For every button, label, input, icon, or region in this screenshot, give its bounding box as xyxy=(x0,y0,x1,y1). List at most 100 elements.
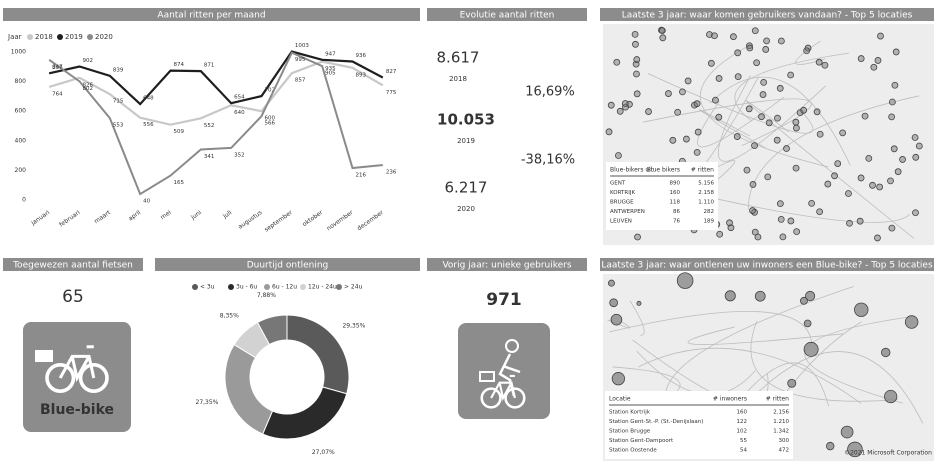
map-dot xyxy=(816,59,822,65)
data-label: 902 xyxy=(83,58,94,64)
map-dot xyxy=(893,49,899,55)
data-label: 764 xyxy=(52,91,63,97)
map-dot xyxy=(892,82,898,88)
y-tick-label: 200 xyxy=(15,167,27,174)
map-dot xyxy=(794,229,800,235)
data-label: 556 xyxy=(143,122,154,128)
logo-text: Blue-bike xyxy=(40,402,114,418)
map-dot xyxy=(659,28,665,34)
map-dot xyxy=(716,75,722,81)
table-cell: 102 xyxy=(737,429,748,435)
map-dot xyxy=(634,57,640,63)
map-dot xyxy=(694,149,700,155)
map-dot xyxy=(695,129,701,135)
legend-label: > 24u xyxy=(344,284,363,291)
legend-title: Jaar xyxy=(7,33,22,41)
legend-label: 2019 xyxy=(65,33,83,41)
legend-marker xyxy=(228,284,234,290)
map-dot xyxy=(750,181,756,187)
kpi-value: 65 xyxy=(62,287,84,307)
map-dot xyxy=(635,234,641,240)
map-dot xyxy=(817,209,823,215)
legend-label: 12u - 24u xyxy=(308,284,337,291)
data-label: 27,07% xyxy=(312,449,335,456)
map-dot xyxy=(862,113,868,119)
map-dot xyxy=(685,78,691,84)
map-dot xyxy=(793,125,799,131)
table-cell: Station Brugge xyxy=(609,429,651,435)
map-dot xyxy=(683,136,689,142)
map-dot xyxy=(817,131,823,137)
map-dot xyxy=(708,60,714,66)
table-cell: 1.342 xyxy=(773,429,789,435)
map-dot xyxy=(670,137,676,143)
y-tick-label: 800 xyxy=(15,78,27,85)
legend-marker xyxy=(87,34,93,40)
map-dot xyxy=(660,35,666,41)
map-dot xyxy=(727,220,733,226)
map-dot xyxy=(615,152,621,158)
map-dot xyxy=(804,320,811,327)
map-dot xyxy=(854,303,868,317)
map-dot xyxy=(712,97,718,103)
data-label: 871 xyxy=(204,63,215,69)
kpi-change: -38,16% xyxy=(521,153,575,168)
map-dot xyxy=(881,348,890,357)
map-dot xyxy=(766,120,772,126)
data-label: 905 xyxy=(325,71,336,77)
map-dot xyxy=(804,342,818,356)
map-dot xyxy=(804,48,810,54)
legend-label: < 3u xyxy=(200,284,215,291)
map-dot xyxy=(895,169,901,175)
data-label: 947 xyxy=(52,64,63,70)
data-label: 640 xyxy=(234,110,245,116)
table-cell: 2.156 xyxy=(773,410,789,416)
map-dot xyxy=(677,273,693,289)
data-label: 165 xyxy=(174,180,185,186)
map-dot xyxy=(846,220,852,226)
map-dot xyxy=(612,372,624,384)
kpi-value: 971 xyxy=(486,290,522,310)
y-tick-label: 0 xyxy=(22,197,26,204)
data-label: 893 xyxy=(356,72,367,78)
map-dot xyxy=(610,299,618,307)
map-dot xyxy=(845,191,851,197)
kpi-value: 10.053 xyxy=(437,111,495,129)
map-dot xyxy=(717,231,723,237)
map-dot xyxy=(778,38,784,44)
table-cell: 160 xyxy=(737,410,748,416)
data-label: 827 xyxy=(386,69,397,75)
data-label: 509 xyxy=(174,129,185,135)
map-dot xyxy=(752,143,758,149)
map-dot xyxy=(608,102,614,108)
table-cell: 282 xyxy=(704,209,715,215)
map-dot xyxy=(761,79,767,85)
map-dot xyxy=(784,146,790,152)
map-dot xyxy=(764,38,770,44)
map-dot xyxy=(632,31,638,37)
table-cell: 55 xyxy=(740,438,747,444)
map-dot xyxy=(912,135,918,141)
map-dot xyxy=(752,28,758,34)
map-dot xyxy=(913,154,919,160)
legend-label: 2018 xyxy=(35,33,53,41)
map-dot xyxy=(754,60,760,66)
panel-title: Evolutie aantal ritten xyxy=(460,11,555,21)
data-label: 40 xyxy=(143,199,150,205)
kpi-year: 2019 xyxy=(457,137,475,145)
data-label: 775 xyxy=(386,90,397,96)
logo-basket xyxy=(35,350,53,362)
map-dot xyxy=(889,225,895,231)
table-cell: 189 xyxy=(704,219,715,225)
map-dot xyxy=(637,301,641,305)
table-cell: 1.110 xyxy=(698,200,714,206)
map-dot xyxy=(871,64,877,70)
table-cell: 1.210 xyxy=(773,419,789,425)
map-dot xyxy=(900,156,906,162)
map-dot xyxy=(755,291,765,301)
map-dot xyxy=(841,426,853,438)
table-cell: 54 xyxy=(740,448,747,454)
map-dot xyxy=(633,71,639,77)
data-label: 8,35% xyxy=(220,312,239,319)
map-dot xyxy=(825,181,831,187)
